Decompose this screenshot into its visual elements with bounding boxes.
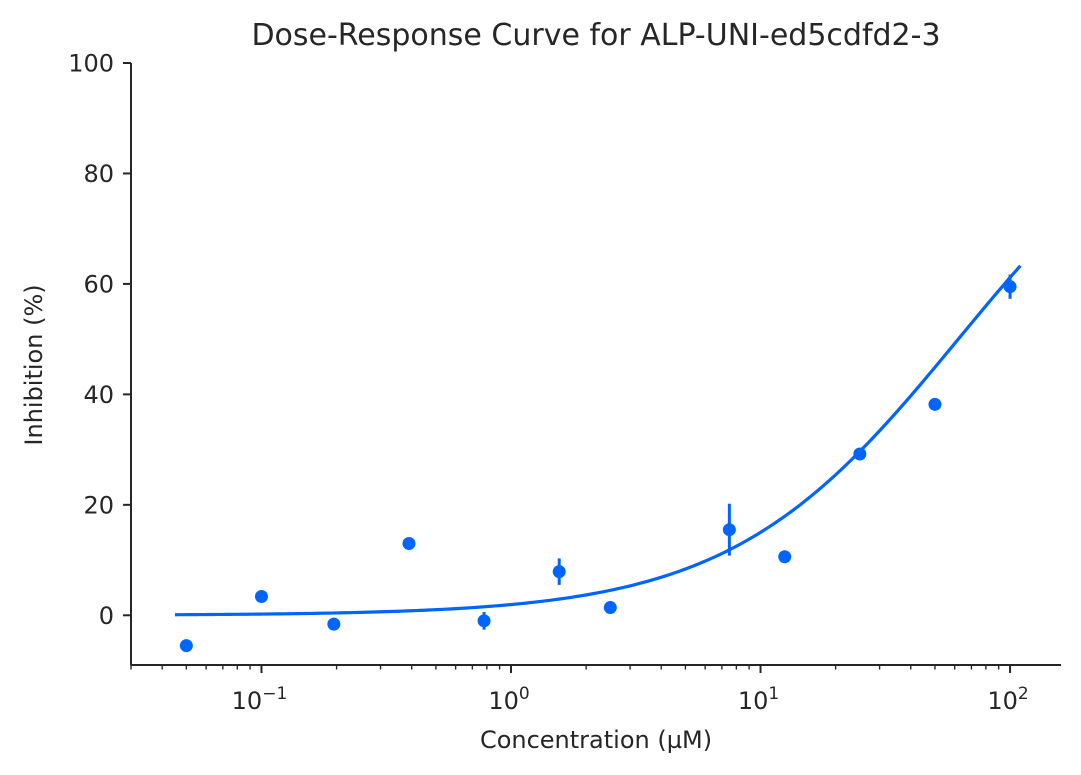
data-point — [552, 565, 566, 579]
data-point — [1003, 280, 1017, 294]
y-tick-label: 0 — [99, 602, 114, 630]
x-tick-label: 101 — [738, 684, 779, 715]
data-point — [603, 601, 617, 615]
data-points-layer — [179, 274, 1017, 653]
data-point — [722, 523, 736, 537]
data-point — [402, 536, 416, 550]
fit-curve-layer — [174, 264, 1022, 617]
data-point — [928, 397, 942, 411]
y-tick-label: 80 — [83, 160, 114, 188]
x-tick-label: 100 — [488, 684, 529, 715]
x-tick-label: 102 — [987, 684, 1028, 715]
data-point — [179, 639, 193, 653]
data-point — [778, 550, 792, 564]
x-axis: 10−1 100 101 102 — [130, 664, 1061, 715]
data-point — [254, 590, 268, 604]
data-point — [327, 617, 341, 631]
fit-curve — [174, 264, 1022, 617]
data-point — [853, 447, 867, 461]
y-tick-label: 20 — [83, 491, 114, 519]
data-point — [477, 614, 491, 628]
x-axis-label: Concentration (µM) — [480, 726, 712, 754]
x-tick-label: 10−1 — [232, 684, 288, 715]
chart-title: Dose-Response Curve for ALP-UNI-ed5cdfd2… — [251, 18, 940, 53]
y-tick-label: 60 — [83, 270, 114, 298]
y-tick-label: 100 — [68, 50, 114, 78]
y-axis-label: Inhibition (%) — [20, 284, 48, 445]
y-tick-label: 40 — [83, 381, 114, 409]
y-axis: 0 20 40 60 80 100 — [68, 50, 132, 665]
